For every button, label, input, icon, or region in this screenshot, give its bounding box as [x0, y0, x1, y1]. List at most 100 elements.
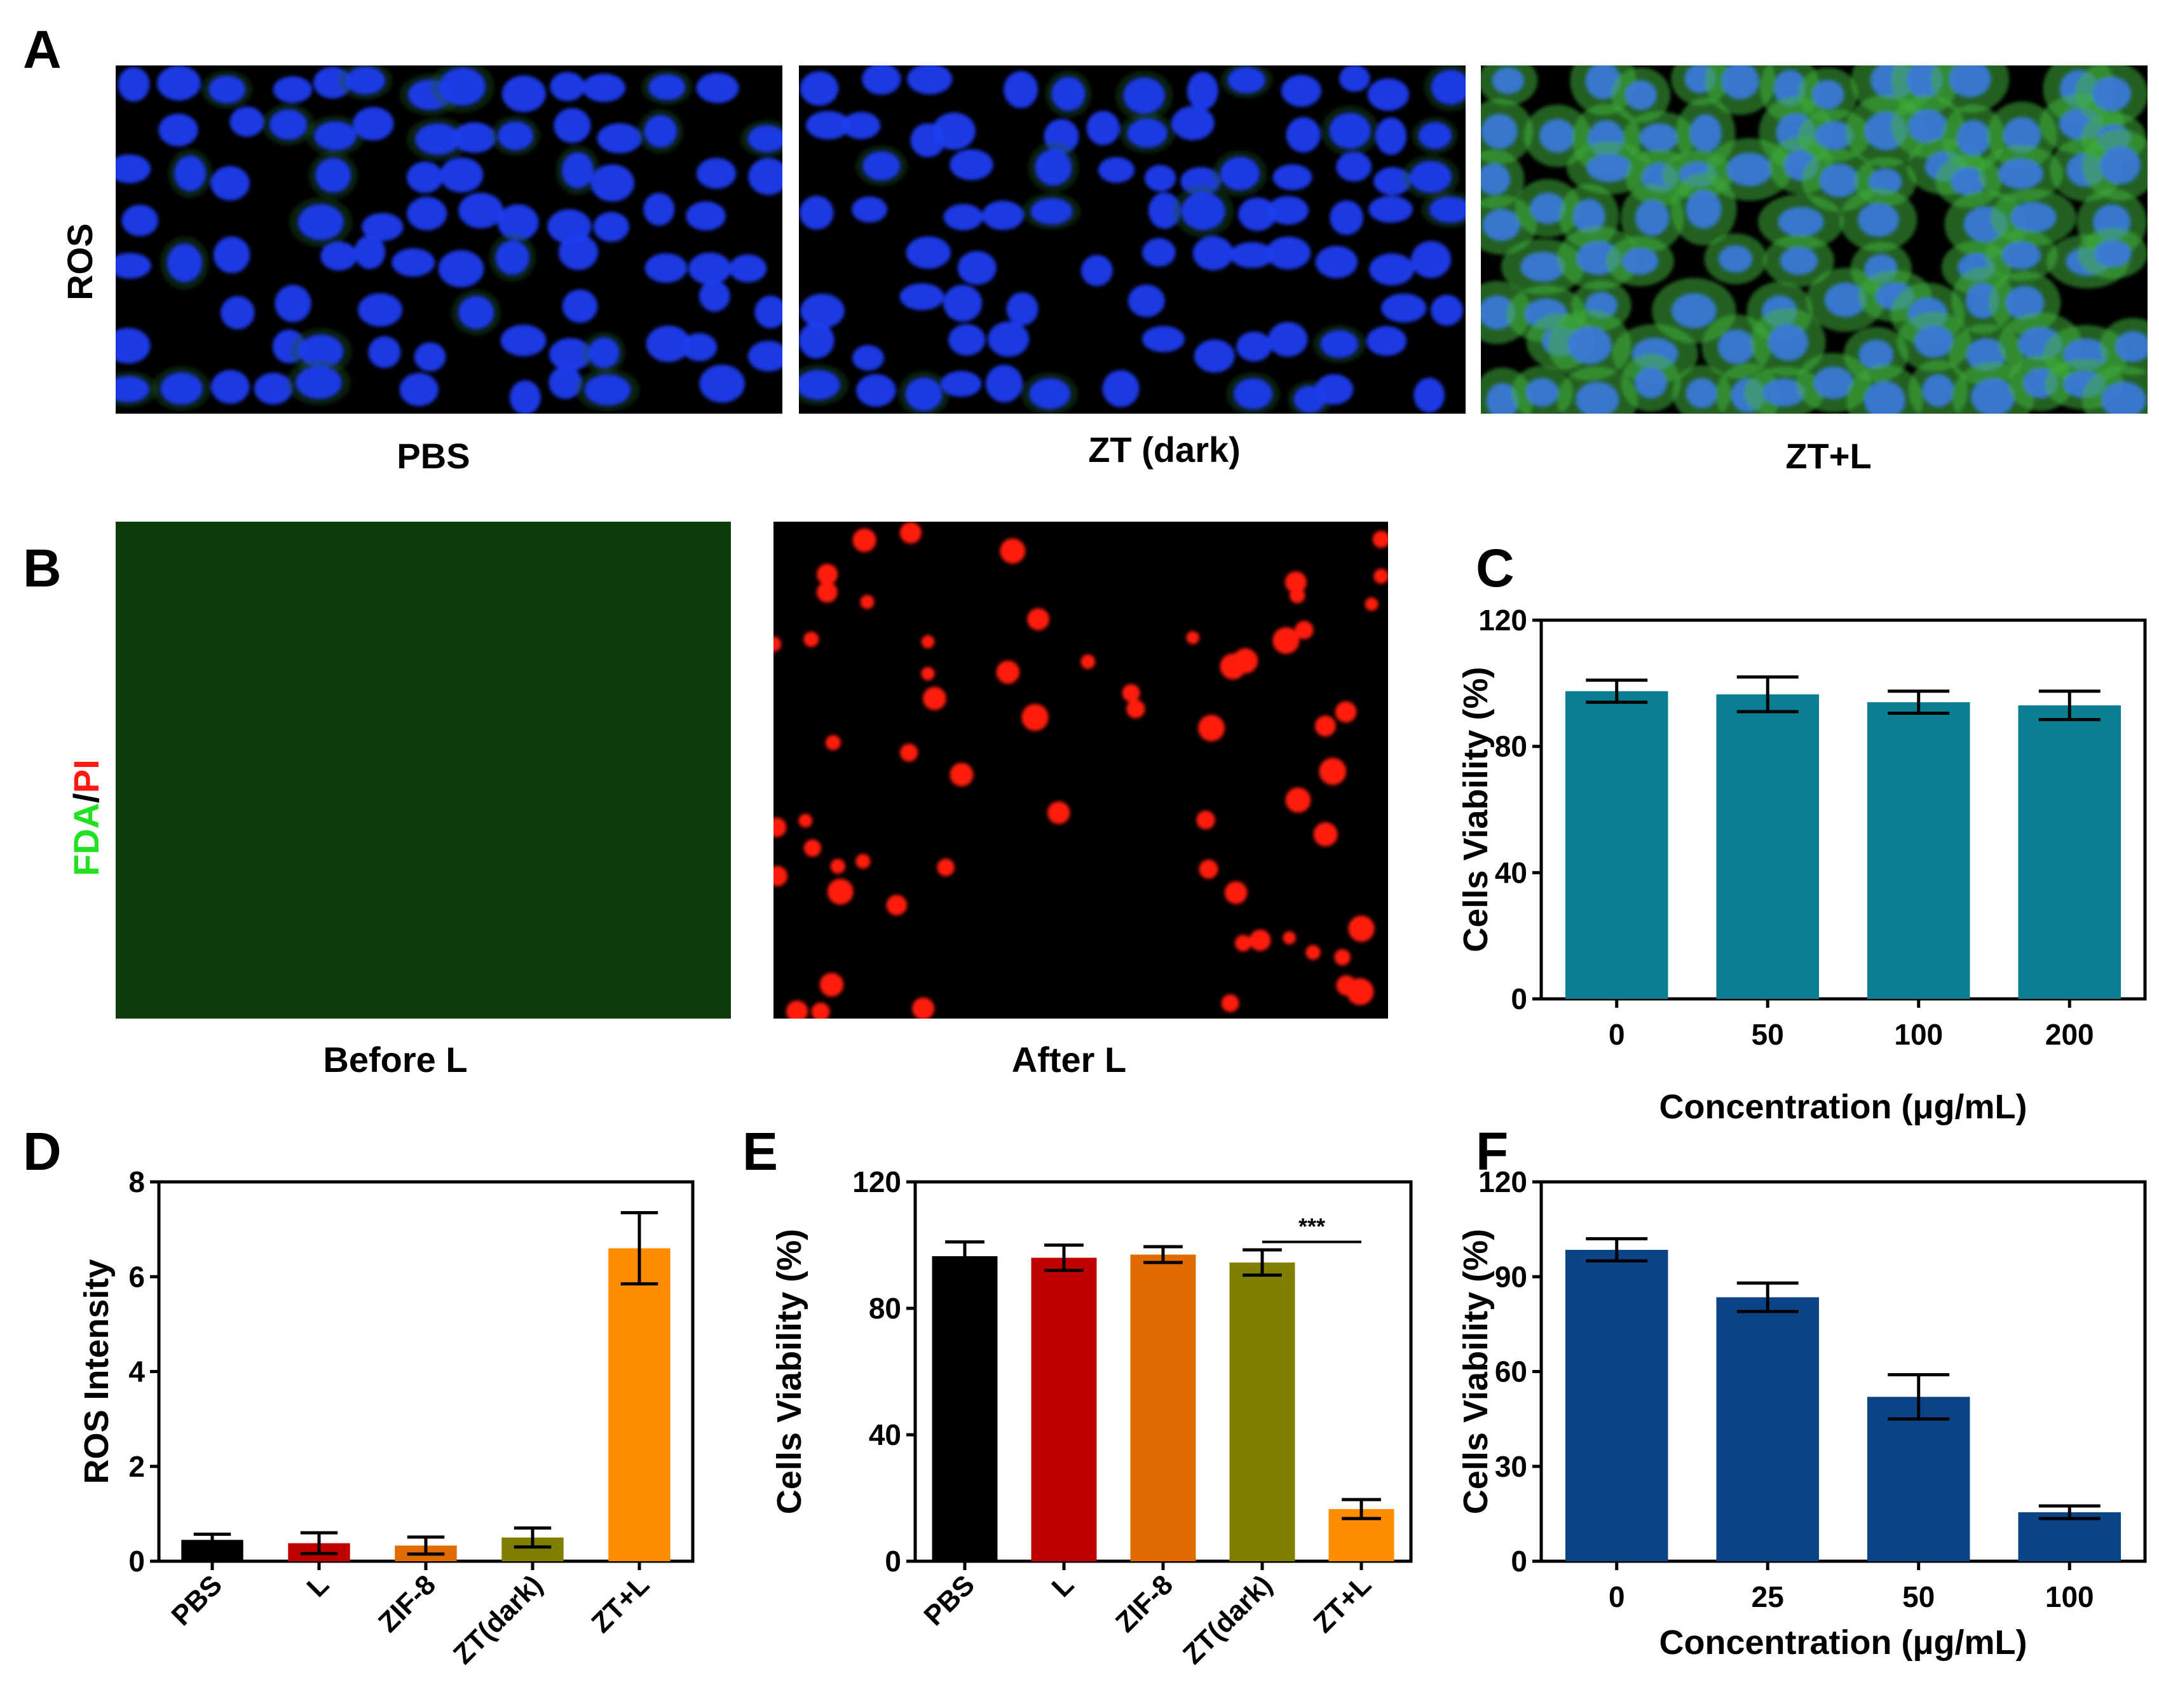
chart-c: 0 40 80 120 Cells Viability (%) 0 50 100 200 Conc…	[1430, 597, 2159, 1137]
stain-pi: PI	[66, 759, 106, 794]
x-tick-label: ZT+L	[585, 1569, 655, 1639]
micrograph-after-l	[773, 522, 1388, 1019]
micrograph-pbs	[116, 65, 782, 414]
y-tick-label: 120	[852, 1165, 901, 1198]
significance-label: ***	[1298, 1214, 1325, 1240]
y-tick-label: 0	[128, 1545, 145, 1578]
micrograph-zt-l	[1481, 65, 2148, 414]
bar	[608, 1248, 671, 1561]
error-bar	[1736, 675, 1799, 714]
y-tick-label: 30	[1495, 1450, 1527, 1483]
micrograph-before-l	[116, 522, 731, 1019]
y-tick-label: 6	[128, 1260, 145, 1293]
stain-label: FDA/PI	[66, 754, 107, 881]
error-bar	[1044, 1244, 1084, 1272]
bar	[1229, 1262, 1295, 1561]
micrograph-image	[116, 522, 731, 1019]
x-tick-label: ZT(dark)	[1177, 1569, 1278, 1670]
x-tick-label: 0	[1609, 1018, 1625, 1051]
micrograph-image	[799, 65, 1466, 414]
bar	[2018, 705, 2121, 999]
bar	[1867, 1397, 1970, 1561]
bar	[1716, 694, 1819, 999]
error-bar	[1888, 689, 1950, 715]
x-tick-label: PBS	[165, 1569, 228, 1632]
bar	[1565, 1249, 1668, 1561]
y-tick-label: 2	[128, 1450, 145, 1483]
error-bar	[1736, 1281, 1799, 1313]
x-axis-label: Concentration (μg/mL)	[1659, 1623, 2027, 1662]
error-bar	[620, 1211, 658, 1285]
x-tick-label: 200	[2045, 1018, 2094, 1051]
chart-f-svg: 0 30 60 90 120 Cells Viability (%) 0 25 50 100 Con…	[1457, 1165, 2147, 1662]
x-tick-label: 25	[1752, 1580, 1784, 1613]
error-bar	[1888, 1372, 1950, 1421]
panel-label-e: E	[742, 1122, 779, 1181]
y-axis-label: Cells Viability (%)	[770, 1229, 808, 1514]
micrograph-image	[1481, 65, 2148, 414]
x-tick-label: 50	[1902, 1580, 1935, 1613]
chart-d-svg: 0 2 4 6 8 ROS Intensity PBS L ZIF-8 ZT(dark) ZT+L	[78, 1165, 695, 1671]
error-bar	[1143, 1245, 1183, 1264]
x-tick-label: 100	[2045, 1580, 2094, 1613]
y-tick-label: 40	[1495, 856, 1527, 889]
panel-label-d: D	[23, 1122, 62, 1181]
y-axis-label: Cells Viability (%)	[1457, 1229, 1495, 1514]
micrograph-image	[116, 65, 782, 414]
error-bar	[193, 1532, 231, 1547]
chart-f: 0 30 60 90 120 Cells Viability (%) 0 25 50 100 Con…	[1430, 1156, 2159, 1708]
chart-d: 0 2 4 6 8 ROS Intensity PBS L ZIF-8 ZT(dark) ZT+L	[64, 1156, 737, 1708]
x-tick-label: ZT(dark)	[447, 1569, 548, 1670]
bar	[1031, 1257, 1097, 1561]
micrograph-image	[773, 522, 1388, 1019]
panel-label-c: C	[1476, 538, 1515, 598]
y-tick-label: 8	[128, 1165, 145, 1198]
caption-zt-l: ZT+L	[1785, 436, 1872, 476]
chart-e-svg: 0 40 80 120 Cells Viability (%) PBS L ZIF-8ZT(d…	[770, 1165, 1413, 1671]
y-tick-label: 120	[1478, 604, 1527, 637]
y-tick-label: 90	[1495, 1260, 1527, 1293]
error-bar	[2038, 1504, 2101, 1521]
y-tick-label: 60	[1495, 1355, 1527, 1388]
y-axis-label: ROS Intensity	[78, 1259, 116, 1484]
x-axis-label: Concentration (μg/mL)	[1659, 1088, 2027, 1126]
y-tick-label: 0	[1511, 982, 1527, 1015]
y-tick-label: 40	[869, 1418, 901, 1451]
bar	[1867, 702, 1970, 999]
x-tick-label: ZIF-8	[1110, 1569, 1179, 1638]
bar	[2018, 1512, 2121, 1561]
error-bar	[1342, 1498, 1381, 1521]
bar	[1716, 1297, 1819, 1561]
caption-pbs: PBS	[397, 436, 470, 476]
error-bar	[1586, 1237, 1648, 1263]
x-tick-label: 0	[1609, 1580, 1625, 1613]
x-tick-label: L	[1045, 1569, 1080, 1603]
x-tick-label: 100	[1894, 1018, 1943, 1051]
chart-e: 0 40 80 120 Cells Viability (%) PBS L ZIF-8 ZT(d…	[737, 1156, 1430, 1708]
x-tick-label: ZT+L	[1307, 1569, 1377, 1639]
y-tick-label: 120	[1478, 1165, 1527, 1198]
error-bar	[1586, 678, 1648, 704]
caption-zt-dark: ZT (dark)	[1088, 430, 1241, 470]
error-bar	[945, 1240, 984, 1272]
bar	[1565, 691, 1668, 999]
y-tick-label: 4	[128, 1355, 145, 1388]
x-tick-label: L	[301, 1569, 335, 1603]
y-tick-label: 80	[1495, 730, 1527, 763]
error-bar	[407, 1535, 445, 1556]
plot-frame	[1539, 618, 2147, 1001]
chart-c-svg: 0 40 80 120 Cells Viability (%) 0 50 100 200 Conc…	[1457, 604, 2147, 1126]
row-label-ros: ROS	[60, 223, 100, 301]
error-bar	[1243, 1248, 1282, 1277]
bar	[932, 1256, 998, 1561]
error-bar	[300, 1531, 338, 1556]
x-tick-label: 50	[1752, 1018, 1784, 1051]
y-tick-label: 0	[885, 1545, 901, 1578]
stain-fda: FDA	[66, 803, 106, 876]
bar	[1130, 1254, 1196, 1561]
panel-label-a: A	[23, 20, 62, 79]
caption-before-l: Before L	[323, 1040, 468, 1080]
panel-label-b: B	[23, 538, 62, 598]
y-tick-label: 0	[1511, 1545, 1527, 1578]
